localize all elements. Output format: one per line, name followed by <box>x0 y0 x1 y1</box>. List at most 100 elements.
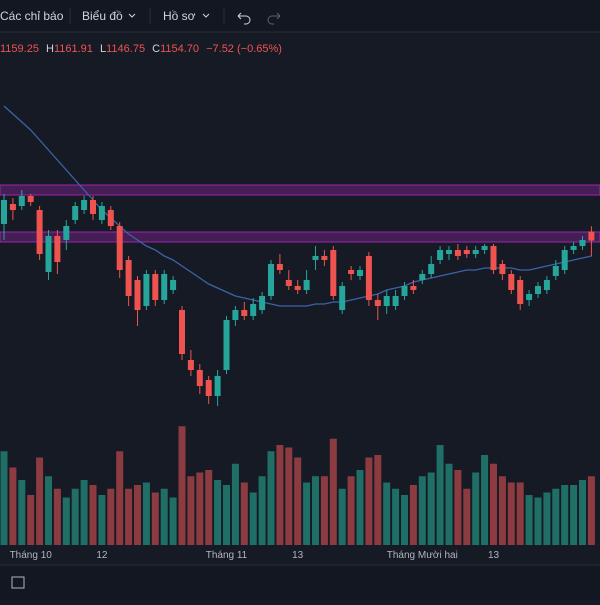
range-button[interactable] <box>11 576 25 589</box>
candle-body <box>419 274 426 280</box>
ohlc-legend: 1159.25 H1161.91 L1146.75 C1154.70 −7.52… <box>0 43 282 55</box>
candle-body <box>410 286 417 290</box>
candle-body <box>81 200 88 210</box>
volume-bar <box>223 485 230 545</box>
candle-body <box>526 294 533 300</box>
chevron <box>202 13 210 18</box>
undo-button[interactable] <box>237 12 251 25</box>
volume-bar <box>418 476 426 545</box>
candle-body <box>232 310 239 320</box>
volume-bar <box>445 463 453 545</box>
volume-bar <box>392 488 400 545</box>
bottom-bar <box>0 566 600 600</box>
volume-bar <box>0 451 8 545</box>
volume-bar <box>285 447 293 545</box>
candle-body <box>45 236 52 272</box>
volume-bar <box>472 472 480 545</box>
candle-body <box>428 264 435 274</box>
high-value: 1161.91 <box>54 43 93 55</box>
candle-body <box>321 256 328 260</box>
volume-bar <box>187 476 195 545</box>
candle-body <box>143 274 150 306</box>
volume-bar <box>98 495 106 545</box>
volume-bar <box>516 482 524 545</box>
volume-bar <box>249 492 257 545</box>
volume-bar <box>303 482 311 545</box>
candle-body <box>250 304 257 316</box>
candle-body <box>401 286 408 296</box>
candle-body <box>152 274 159 300</box>
candle-body <box>27 196 34 202</box>
candle-body <box>72 206 79 220</box>
candle-body <box>1 200 7 224</box>
volume-bar <box>18 480 26 545</box>
candle-body <box>187 360 194 370</box>
volume-bar <box>570 485 578 545</box>
candle-body <box>285 280 292 286</box>
profile-button[interactable]: Hồ sơ <box>163 9 196 23</box>
candle-body <box>161 274 168 300</box>
candle-body <box>205 380 212 396</box>
volume-bar <box>436 445 444 545</box>
volume-bar <box>347 476 355 545</box>
volume-bar <box>356 470 364 545</box>
candle-body <box>579 240 586 246</box>
volume-bar <box>9 467 17 545</box>
volume-bar <box>205 470 213 545</box>
candle-body <box>98 206 105 220</box>
volume-bar <box>401 495 408 545</box>
volume-bar <box>587 476 595 545</box>
toolbar <box>0 0 600 32</box>
candle-body <box>588 231 595 241</box>
candle-body <box>508 274 515 290</box>
candle-body <box>535 286 541 294</box>
candle-body <box>223 320 230 370</box>
volume-bar <box>276 445 284 545</box>
candle-body <box>259 296 266 310</box>
change-value: −7.52 (−0.65%) <box>206 43 282 55</box>
candle-body <box>90 200 96 214</box>
volume-bar <box>312 476 319 545</box>
candle-body <box>570 246 577 250</box>
volume-bar <box>125 488 133 545</box>
candle-body <box>348 270 355 274</box>
chart-button[interactable]: Biểu đồ <box>82 9 123 23</box>
volume-bar <box>27 495 35 545</box>
candle-body <box>517 280 524 304</box>
candle-body <box>454 250 461 256</box>
candle-body <box>472 250 479 254</box>
candle-body <box>365 256 372 300</box>
low-letter: L <box>100 43 106 55</box>
candle-body <box>268 264 274 296</box>
volume-bar <box>71 488 79 545</box>
volume-bar <box>231 463 239 545</box>
volume-bar <box>490 463 497 545</box>
volume-bar <box>552 488 560 545</box>
candle-body <box>54 236 61 262</box>
candle-body <box>63 226 70 240</box>
redo-button[interactable] <box>267 12 281 25</box>
indicators-button[interactable]: Các chỉ báo <box>0 9 64 23</box>
volume-bar <box>409 485 417 545</box>
candle-body <box>446 250 452 254</box>
candle-body <box>543 280 550 290</box>
candle-body <box>241 310 248 316</box>
volume-bar <box>543 492 551 545</box>
volume-bar <box>365 457 373 545</box>
candle-body <box>552 266 559 276</box>
x-tick-label: 13 <box>292 550 304 561</box>
candle-body <box>36 210 43 254</box>
volume-bar <box>116 451 124 545</box>
candle-body <box>303 280 310 290</box>
volume-bar <box>134 485 141 545</box>
zone <box>0 231 600 243</box>
volume-bar <box>427 472 435 545</box>
x-tick-label: Tháng Mười hai <box>387 550 458 561</box>
volume-bar <box>525 495 533 545</box>
x-tick-label: Tháng 10 <box>10 550 53 561</box>
volume-bar <box>294 457 302 545</box>
high-letter: H <box>46 43 54 55</box>
volume-bar <box>498 476 506 545</box>
